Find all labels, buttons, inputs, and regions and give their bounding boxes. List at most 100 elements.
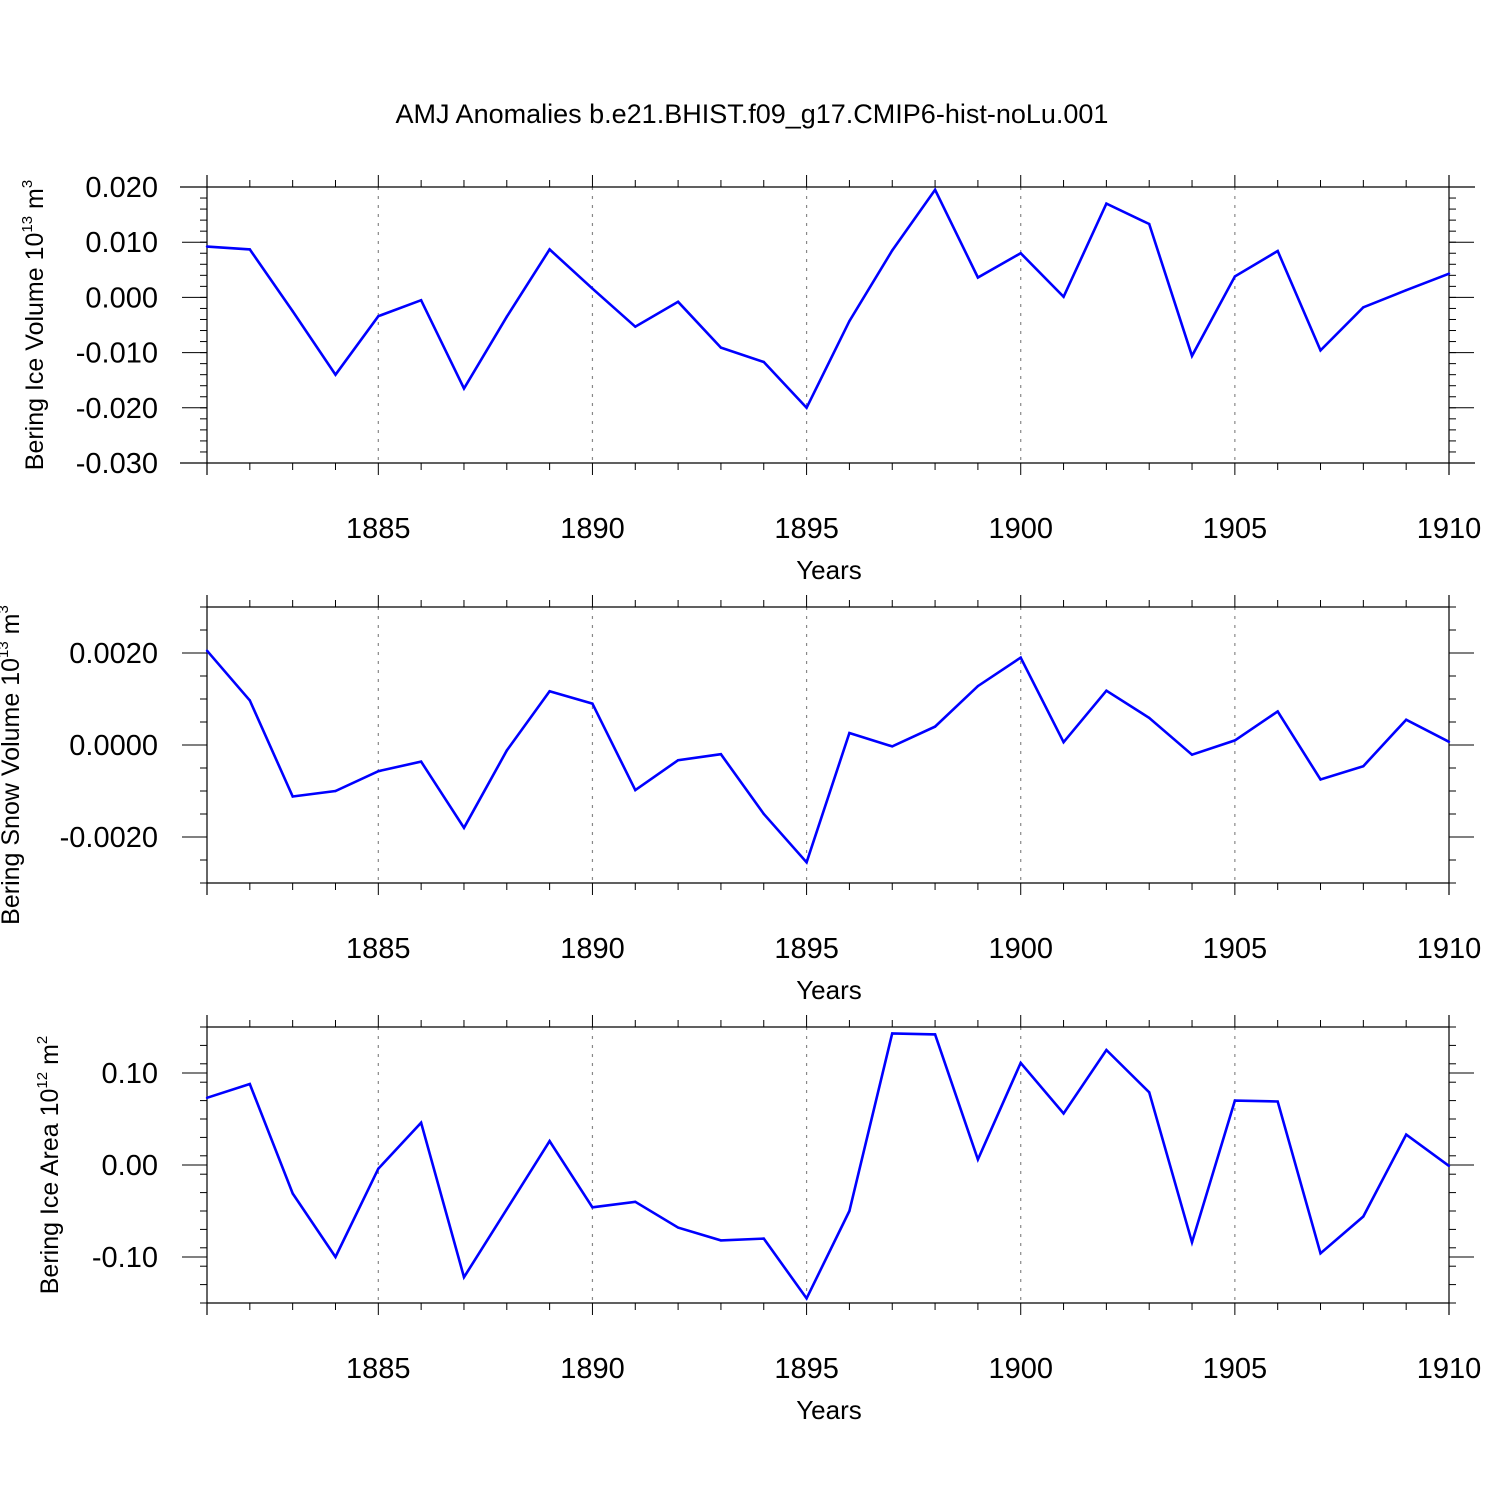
y-tick-label: 0.0000	[69, 730, 158, 762]
x-tick-label: 1885	[346, 513, 411, 545]
data-point	[1190, 1241, 1194, 1244]
data-point	[933, 725, 937, 728]
data-point	[377, 314, 380, 318]
data-point	[634, 1200, 637, 1204]
y-axis-label: Bering Snow Volume 1013 m3	[0, 605, 25, 925]
data-point	[334, 789, 337, 793]
data-point	[205, 649, 209, 652]
y-tick-label: -0.020	[76, 393, 158, 425]
data-point	[1190, 753, 1194, 756]
data-point	[1276, 249, 1279, 253]
data-point	[548, 248, 551, 251]
y-tick-label: -0.010	[76, 338, 158, 370]
data-point	[1105, 689, 1108, 692]
x-tick-label: 1910	[1417, 933, 1482, 965]
x-tick-label: 1890	[560, 933, 625, 965]
x-tick-label: 1905	[1203, 1353, 1268, 1385]
x-tick-label: 1885	[346, 1353, 411, 1385]
data-point	[1062, 1112, 1065, 1115]
y-tick-label: 0.020	[85, 172, 158, 204]
x-axis-label: Years	[796, 555, 862, 585]
data-point	[1019, 252, 1022, 255]
y-tick-label: 0.00	[102, 1150, 158, 1182]
data-point	[505, 315, 508, 318]
x-tick-label: 1910	[1417, 1353, 1482, 1385]
data-point	[1319, 349, 1322, 352]
data-point	[634, 788, 637, 792]
panel-1: -0.030 -0.020 -0.010 0.000 0.010 0.020 1885 189…	[19, 172, 1481, 585]
data-point	[848, 319, 851, 323]
x-tick-label: 1890	[560, 513, 625, 545]
x-tick-label: 1905	[1203, 933, 1268, 965]
data-point	[505, 749, 508, 752]
data-point	[676, 758, 680, 762]
data-point	[1148, 222, 1151, 226]
y-axis-label: Bering Ice Area 1012 m2	[34, 1036, 64, 1295]
chart-title: AMJ Anomalies b.e21.BHIST.f09_g17.CMIP6-…	[396, 99, 1109, 129]
data-point	[462, 826, 466, 829]
x-tick-label: 1895	[774, 1353, 839, 1385]
data-point	[462, 1276, 466, 1279]
y-tick-label: 0.0020	[69, 638, 158, 670]
data-point	[1233, 739, 1237, 742]
data-point	[334, 1255, 337, 1259]
x-tick-label: 1900	[988, 513, 1053, 545]
data-point	[1362, 306, 1365, 309]
data-point	[891, 1032, 894, 1035]
data-point	[248, 248, 252, 251]
data-point	[1105, 1048, 1108, 1052]
data-point	[762, 812, 765, 816]
x-tick-label: 1910	[1417, 513, 1482, 545]
data-point	[1233, 275, 1237, 278]
data-point	[762, 1237, 765, 1240]
y-axis-label: Bering Ice Volume 1013 m3	[19, 180, 49, 470]
data-point	[676, 1226, 680, 1229]
x-tick-label: 1905	[1203, 513, 1268, 545]
series-line	[206, 649, 1450, 865]
data-point	[719, 753, 723, 756]
data-point	[505, 1207, 508, 1211]
x-tick-label: 1895	[774, 933, 839, 965]
data-point	[976, 1158, 980, 1161]
data-point	[1190, 354, 1194, 358]
data-point	[291, 1192, 294, 1195]
data-point	[676, 300, 680, 304]
data-point	[762, 360, 765, 364]
data-point	[1276, 710, 1279, 713]
data-point	[848, 1209, 851, 1213]
data-point	[848, 731, 851, 735]
data-point	[248, 699, 252, 702]
data-point	[1447, 740, 1451, 743]
data-point	[591, 1206, 594, 1209]
data-point	[205, 245, 209, 248]
data-point	[933, 1033, 937, 1036]
data-point	[1404, 1133, 1408, 1136]
data-point	[719, 346, 723, 349]
x-tick-label: 1885	[346, 933, 411, 965]
data-point	[976, 684, 980, 688]
data-point	[719, 1239, 723, 1242]
series-line	[206, 1032, 1450, 1301]
data-point	[1362, 1215, 1365, 1218]
data-point	[1319, 1252, 1322, 1255]
panel-3: -0.10 0.00 0.10 1885 1890 1895 1900 1905 1910 Yea…	[34, 1015, 1481, 1425]
data-point	[1404, 718, 1408, 721]
data-point	[634, 325, 637, 328]
data-point	[548, 689, 551, 693]
data-point	[891, 249, 894, 252]
data-point	[1019, 656, 1022, 659]
data-point	[1019, 1061, 1022, 1065]
data-point	[1062, 741, 1065, 744]
y-tick-label: -0.0020	[60, 822, 158, 854]
data-point	[891, 745, 894, 748]
series-line	[206, 187, 1450, 411]
data-point	[291, 310, 294, 313]
y-tick-label: 0.010	[85, 227, 158, 259]
data-point	[1148, 716, 1151, 720]
y-tick-label: 0.10	[102, 1058, 158, 1090]
x-tick-label: 1900	[988, 1353, 1053, 1385]
data-point	[419, 298, 423, 302]
data-point	[334, 373, 337, 376]
data-point	[377, 1167, 380, 1170]
